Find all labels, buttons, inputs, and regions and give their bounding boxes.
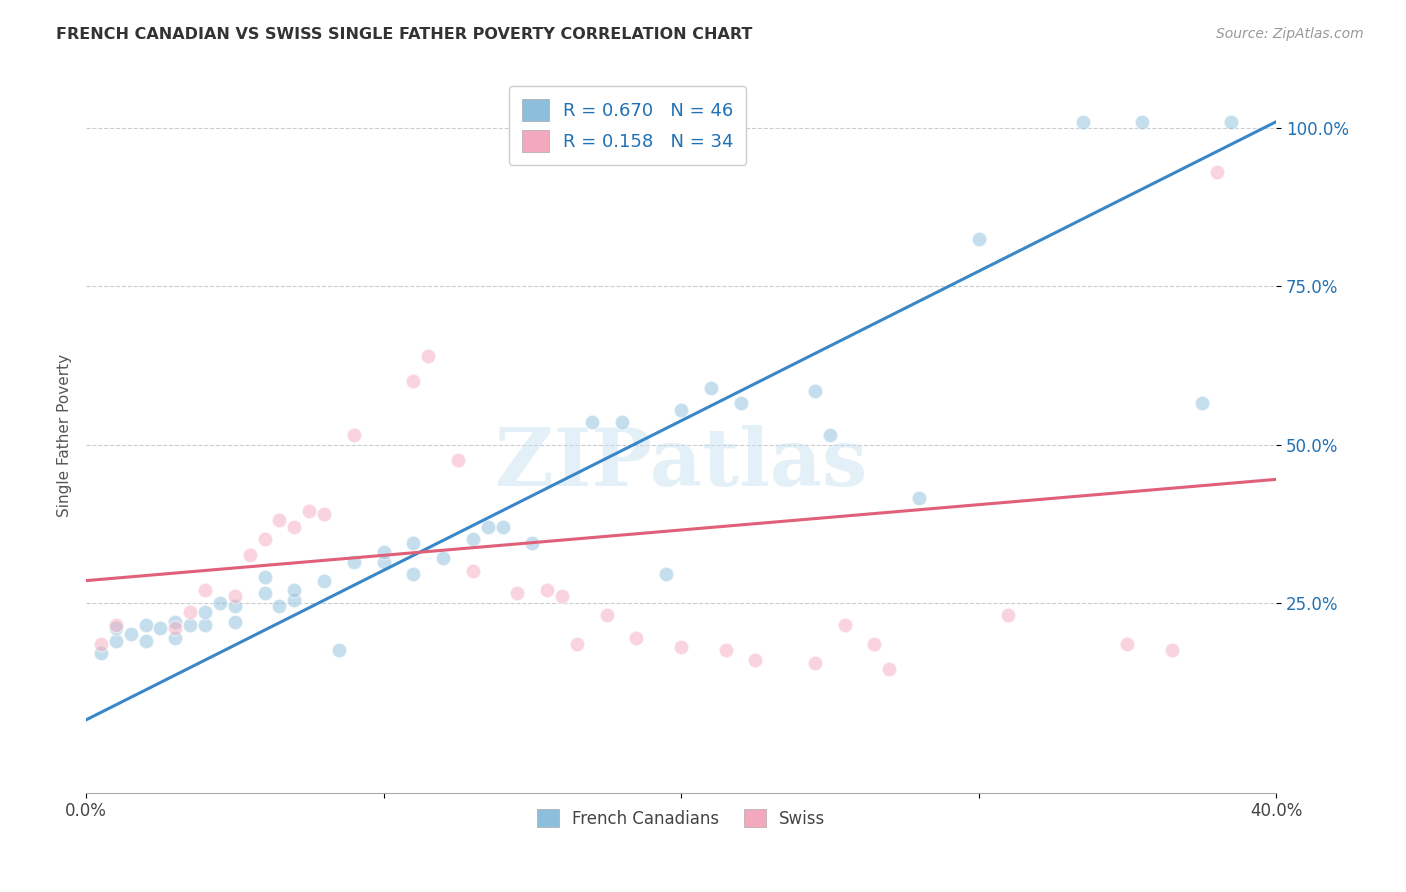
Point — [120, 627, 142, 641]
Point — [165, 621, 187, 635]
Point — [104, 633, 127, 648]
Text: ZIPatlas: ZIPatlas — [495, 425, 868, 503]
Point — [194, 583, 217, 598]
Point — [224, 615, 246, 629]
Point — [312, 574, 335, 588]
Point — [373, 545, 395, 559]
Point — [239, 549, 262, 563]
Point — [432, 551, 454, 566]
Point — [626, 631, 648, 645]
Point — [312, 507, 335, 521]
Point — [343, 555, 366, 569]
Point — [104, 621, 127, 635]
Point — [700, 381, 723, 395]
Point — [194, 605, 217, 619]
Point — [744, 653, 766, 667]
Point — [1161, 643, 1184, 657]
Point — [418, 349, 440, 363]
Point — [1116, 637, 1139, 651]
Point — [669, 402, 692, 417]
Point — [90, 637, 112, 651]
Point — [967, 232, 990, 246]
Point — [343, 428, 366, 442]
Point — [179, 618, 201, 632]
Point — [402, 535, 425, 549]
Point — [506, 586, 529, 600]
Point — [1205, 165, 1227, 179]
Point — [179, 605, 201, 619]
Point — [253, 586, 276, 600]
Point — [402, 567, 425, 582]
Point — [90, 647, 112, 661]
Point — [596, 608, 619, 623]
Point — [730, 396, 752, 410]
Y-axis label: Single Father Poverty: Single Father Poverty — [58, 353, 72, 516]
Point — [714, 643, 737, 657]
Point — [269, 514, 291, 528]
Text: FRENCH CANADIAN VS SWISS SINGLE FATHER POVERTY CORRELATION CHART: FRENCH CANADIAN VS SWISS SINGLE FATHER P… — [56, 27, 752, 42]
Point — [135, 633, 157, 648]
Point — [253, 533, 276, 547]
Point — [1191, 396, 1213, 410]
Legend: French Canadians, Swiss: French Canadians, Swiss — [530, 803, 832, 834]
Point — [373, 555, 395, 569]
Point — [208, 596, 231, 610]
Point — [908, 491, 931, 506]
Point — [224, 599, 246, 613]
Point — [298, 504, 321, 518]
Point — [818, 428, 841, 442]
Point — [224, 590, 246, 604]
Point — [655, 567, 678, 582]
Point — [447, 453, 470, 467]
Point — [522, 535, 544, 549]
Point — [610, 416, 633, 430]
Point — [135, 618, 157, 632]
Point — [491, 520, 513, 534]
Point — [253, 570, 276, 584]
Point — [804, 384, 827, 398]
Point — [863, 637, 886, 651]
Point — [551, 590, 574, 604]
Point — [1130, 114, 1153, 128]
Point — [461, 533, 484, 547]
Point — [461, 564, 484, 578]
Point — [104, 618, 127, 632]
Point — [581, 416, 603, 430]
Text: Source: ZipAtlas.com: Source: ZipAtlas.com — [1216, 27, 1364, 41]
Point — [283, 583, 305, 598]
Point — [669, 640, 692, 654]
Point — [834, 618, 856, 632]
Point — [804, 656, 827, 670]
Point — [997, 608, 1019, 623]
Point — [269, 599, 291, 613]
Point — [165, 631, 187, 645]
Point — [165, 615, 187, 629]
Point — [328, 643, 350, 657]
Point — [1071, 114, 1094, 128]
Point — [1220, 114, 1243, 128]
Point — [536, 583, 558, 598]
Point — [477, 520, 499, 534]
Point — [879, 662, 901, 676]
Point — [149, 621, 172, 635]
Point — [565, 637, 588, 651]
Point — [194, 618, 217, 632]
Point — [283, 592, 305, 607]
Point — [283, 520, 305, 534]
Point — [402, 374, 425, 388]
